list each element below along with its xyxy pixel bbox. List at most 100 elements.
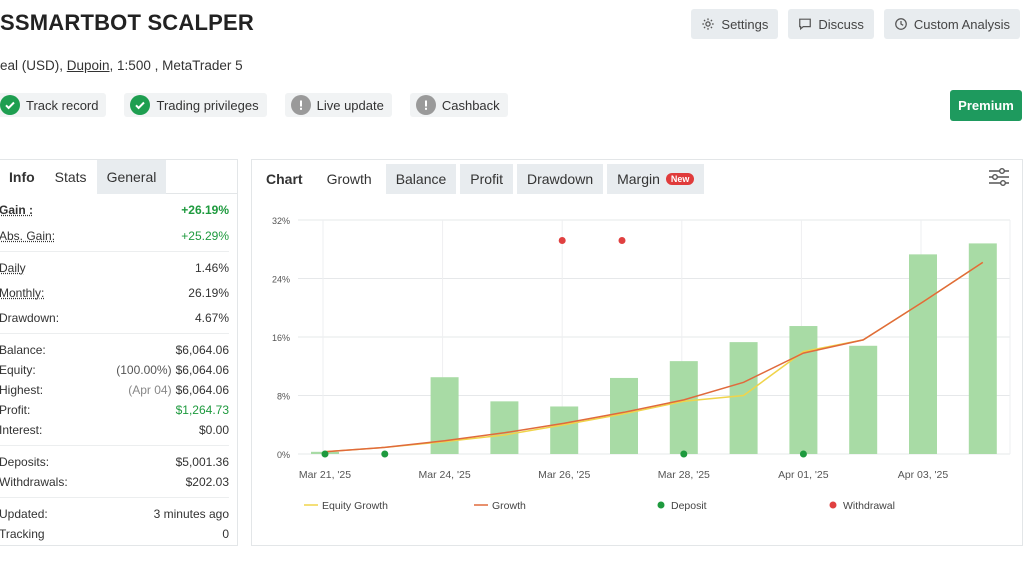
growth-bar: [490, 401, 519, 454]
stat-label: Updated:: [0, 507, 48, 521]
filter-settings-icon[interactable]: [988, 167, 1010, 187]
stat-label[interactable]: Daily: [0, 261, 26, 275]
legend-label: Deposit: [671, 500, 707, 512]
new-badge: New: [665, 173, 695, 185]
stat-interest: Interest: $0.00: [0, 420, 229, 440]
premium-button[interactable]: Premium: [950, 90, 1022, 121]
withdrawal-marker: [558, 236, 566, 244]
growth-bar: [909, 254, 937, 454]
growth-bar: [968, 243, 997, 454]
stat-value: 26.19%: [188, 286, 229, 300]
stat-value: $202.03: [185, 475, 229, 489]
badge-live-update[interactable]: Live update: [284, 93, 392, 117]
custom-analysis-button[interactable]: Custom Analysis: [883, 9, 1020, 39]
account-subtitle: eal (USD), Dupoin, 1:500 , MetaTrader 5: [0, 58, 243, 73]
stat-abs-gain: Abs. Gain: +25.29%: [0, 226, 229, 246]
broker-link[interactable]: Dupoin: [66, 58, 110, 73]
stat-value: $6,064.06: [175, 383, 229, 397]
stat-label: Withdrawals:: [0, 475, 68, 489]
growth-bar: [729, 342, 758, 454]
stat-label[interactable]: Monthly:: [0, 286, 45, 300]
stats-panel: Info Stats General Gain : +26.19% Abs. Ga…: [0, 159, 238, 546]
tab-balance[interactable]: Balance: [385, 164, 457, 194]
stat-withdrawals: Withdrawals: $202.03: [0, 472, 229, 492]
stats-group-balance: Balance: $6,064.06 Equity: (100.00%) $6,064…: [0, 334, 229, 446]
stat-label: Balance:: [0, 343, 46, 357]
stats-group-rates: Daily 1.46% Monthly: 26.19% Drawdown: 4.67%: [0, 252, 229, 334]
stat-value: +26.19%: [181, 203, 229, 217]
badge-label: Cashback: [441, 97, 500, 113]
deposit-marker: [321, 450, 329, 458]
deposit-marker: [381, 450, 389, 458]
stats-list: Gain : +26.19% Abs. Gain: +25.29% Daily 1.4…: [0, 194, 237, 549]
x-tick-label: Mar 28, '25: [658, 469, 710, 481]
tab-margin[interactable]: Margin New: [607, 164, 705, 194]
y-tick-label: 8%: [277, 392, 290, 402]
badge-track-record[interactable]: Track record: [0, 93, 107, 117]
chart-tabs: Chart Growth Balance Profit Drawdown Mar…: [252, 160, 1022, 194]
tab-chart[interactable]: Chart: [256, 164, 313, 194]
stat-label: Deposits:: [0, 455, 50, 469]
account-currency: eal (USD),: [0, 58, 67, 73]
tab-info[interactable]: Info: [0, 160, 45, 194]
badge-cashback[interactable]: Cashback: [409, 93, 508, 117]
stat-value: +25.29%: [181, 229, 229, 243]
stats-group-meta: Updated: 3 minutes ago Tracking 0: [0, 498, 229, 549]
account-leverage-platform: , 1:500 , MetaTrader 5: [109, 58, 243, 73]
growth-bar: [789, 326, 818, 454]
verification-badges: Track record Trading privileges Live upd…: [0, 93, 508, 117]
stat-value: 3 minutes ago: [153, 507, 229, 521]
clock-icon: [895, 18, 907, 30]
legend-swatch: [829, 501, 837, 509]
stat-value: $1,264.73: [175, 403, 229, 417]
stat-label: Drawdown:: [0, 311, 60, 325]
check-icon: [130, 95, 151, 115]
growth-bar: [550, 406, 579, 454]
x-tick-label: Mar 24, '25: [418, 469, 470, 481]
tab-drawdown[interactable]: Drawdown: [516, 164, 604, 194]
equity-percent: (100.00%): [116, 363, 172, 377]
badge-label: Track record: [26, 97, 99, 113]
badge-trading-privileges[interactable]: Trading privileges: [124, 93, 267, 117]
stat-label: Profit:: [0, 403, 31, 417]
stat-label[interactable]: Abs. Gain:: [0, 229, 56, 243]
tab-stats[interactable]: Stats: [44, 160, 97, 194]
y-tick-label: 32%: [272, 216, 290, 226]
exclamation-icon: [290, 95, 311, 115]
stat-label: Highest:: [0, 383, 44, 397]
settings-button[interactable]: Settings: [691, 9, 779, 39]
growth-bar: [669, 361, 698, 454]
stats-group-transfers: Deposits: $5,001.36 Withdrawals: $202.03: [0, 446, 229, 498]
legend-label: Equity Growth: [322, 500, 388, 512]
stat-value: 0: [222, 527, 229, 541]
stat-value: 1.46%: [194, 261, 229, 275]
highest-date: (Apr 04): [128, 383, 172, 397]
stat-label[interactable]: Gain :: [0, 203, 34, 217]
growth-chart: 0% 8% 16% 24% 32% Mar 21, '25 Mar 24, '25 Mar 2…: [272, 216, 1011, 512]
settings-label: Settings: [721, 16, 769, 32]
y-tick-label: 16%: [272, 333, 290, 343]
stat-highest: Highest: (Apr 04) $6,064.06: [0, 380, 229, 400]
x-tick-label: Apr 03, '25: [898, 469, 949, 481]
x-tick-label: Mar 26, '25: [538, 469, 590, 481]
stat-label: Interest:: [0, 423, 43, 437]
stat-deposits: Deposits: $5,001.36: [0, 452, 229, 472]
stat-value: $6,064.06: [175, 343, 229, 357]
tab-profit[interactable]: Profit: [460, 164, 513, 194]
discuss-button[interactable]: Discuss: [788, 9, 874, 39]
stat-profit: Profit: $1,264.73: [0, 400, 229, 420]
x-tick-label: Apr 01, '25: [778, 469, 829, 481]
stats-tabs: Info Stats General: [0, 160, 237, 194]
stat-value: $6,064.06: [175, 363, 229, 377]
legend-label: Growth: [492, 500, 526, 512]
stat-tracking: Tracking 0: [0, 524, 229, 544]
x-tick-label: Mar 21, '25: [299, 469, 351, 481]
tab-general[interactable]: General: [96, 160, 167, 194]
growth-bar: [849, 345, 878, 454]
stats-group-gain: Gain : +26.19% Abs. Gain: +25.29%: [0, 194, 229, 252]
stat-drawdown: Drawdown: 4.67%: [0, 308, 229, 328]
stat-gain: Gain : +26.19%: [0, 200, 229, 220]
tab-growth[interactable]: Growth: [316, 164, 382, 194]
y-tick-label: 0%: [277, 450, 290, 460]
y-tick-label: 24%: [272, 275, 290, 285]
